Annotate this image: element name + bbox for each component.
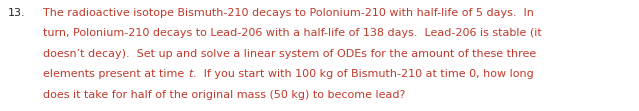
Text: turn, Polonium-210 decays to Lead-206 with a half-life of 138 days.  Lead-206 is: turn, Polonium-210 decays to Lead-206 wi… [43,28,543,38]
Text: doesn’t decay).  Set up and solve a linear system of ODEs for the amount of thes: doesn’t decay). Set up and solve a linea… [43,49,537,59]
Text: 13.: 13. [8,8,26,18]
Text: .  If you start with 100 kg of Bismuth-210 at time 0, how long: . If you start with 100 kg of Bismuth-21… [192,69,534,79]
Text: t: t [189,69,192,79]
Text: does it take for half of the original mass (50 kg) to become lead?: does it take for half of the original ma… [43,90,406,100]
Text: The radioactive isotope Bismuth-210 decays to Polonium-210 with half-life of 5 d: The radioactive isotope Bismuth-210 deca… [43,8,534,18]
Text: elements present at time: elements present at time [43,69,189,79]
